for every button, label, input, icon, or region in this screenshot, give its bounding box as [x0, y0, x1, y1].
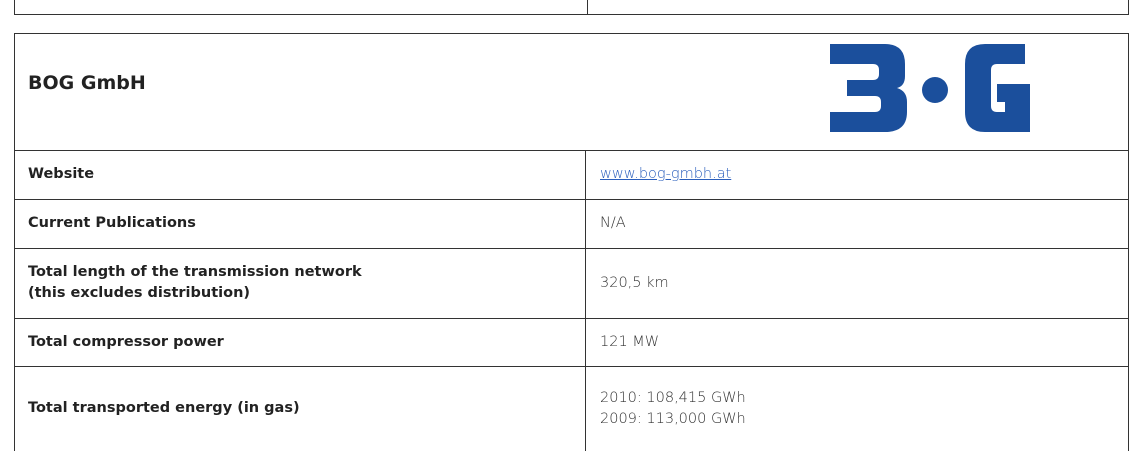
label-line: Website — [28, 166, 95, 182]
row-value: www.bog-gmbh.at — [600, 150, 1120, 199]
logo — [830, 44, 1030, 132]
row-border — [14, 366, 1129, 367]
label-line: Current Publications — [28, 215, 196, 231]
row-border — [14, 150, 1129, 151]
row-label: Total compressor power — [28, 318, 568, 366]
row-label: Total transported energy (in gas) — [28, 366, 568, 451]
border — [587, 0, 588, 15]
col-border — [585, 248, 586, 318]
company-title: BOG GmbH — [28, 72, 146, 94]
border — [1128, 33, 1129, 451]
border — [14, 0, 15, 15]
row-label: Total length of the transmission network… — [28, 248, 568, 318]
value-line: 320,5 km — [600, 274, 669, 291]
row-value: 320,5 km — [600, 248, 1120, 318]
label-line: Total transported energy (in gas) — [28, 400, 300, 416]
border — [14, 14, 1129, 15]
col-border — [585, 199, 586, 248]
border — [14, 33, 15, 451]
border — [14, 33, 1129, 34]
row-label: Website — [28, 150, 568, 199]
row-label: Current Publications — [28, 199, 568, 248]
border — [1128, 0, 1129, 15]
value-line: N/A — [600, 215, 626, 231]
row-value: N/A — [600, 199, 1120, 248]
label-line: Total length of the transmission network — [28, 264, 362, 280]
row-value: 2010: 108,415 GWh 2009: 113,000 GWh — [600, 366, 1120, 451]
value-line: 2010: 108,415 GWh — [600, 389, 746, 406]
col-border — [585, 366, 586, 451]
row-value: 121 MW — [600, 318, 1120, 366]
label-line: Total compressor power — [28, 333, 224, 350]
value-line: 2009: 113,000 GWh — [600, 410, 746, 427]
row-border — [14, 199, 1129, 200]
col-border — [585, 150, 586, 199]
row-border — [14, 318, 1129, 319]
label-line: (this excludes distribution) — [28, 285, 251, 301]
website-link[interactable]: www.bog-gmbh.at — [600, 166, 732, 182]
col-border — [585, 318, 586, 366]
row-border — [14, 248, 1129, 249]
value-line: 121 MW — [600, 333, 660, 350]
